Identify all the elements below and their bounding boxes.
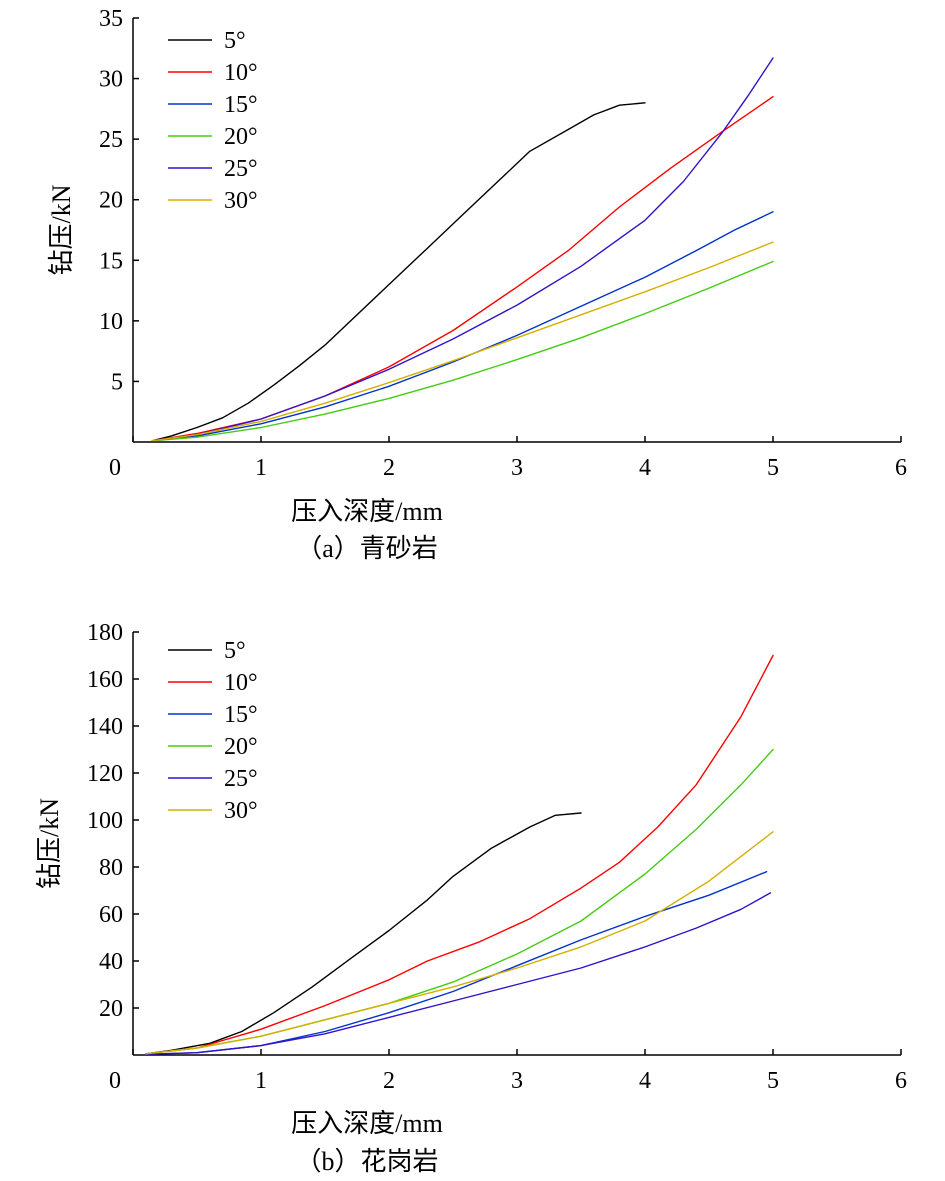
y-tick-label: 15 [99,248,123,274]
legend-label: 25° [224,156,258,182]
x-tick-label: 0 [109,455,121,481]
legend-label: 10° [224,670,258,696]
x-tick-label: 3 [511,455,523,481]
series-line-4 [151,57,774,442]
series-line-0 [145,812,582,1055]
x-tick-label: 1 [255,1068,267,1094]
y-axis-label: 钻压/kN [47,184,76,275]
x-tick-label: 3 [511,1068,523,1094]
legend-label: 5° [224,638,246,664]
legend-label: 20° [224,124,258,150]
x-tick-label: 6 [895,1068,907,1094]
y-axis-label: 钻压/kN [35,798,64,889]
x-tick-label: 2 [383,455,395,481]
chart-caption: （b）花岗岩 [295,1147,438,1176]
y-tick-label: 120 [87,761,123,787]
x-axis-label: 压入深度/mm [291,1109,443,1138]
y-tick-label: 40 [99,949,123,975]
y-tick-label: 100 [87,808,123,834]
legend-label: 15° [224,702,258,728]
chart-a-sandstone: 0 1 2 3 4 5 6 5 10 15 20 25 30 35 压入深度/mm 钻压/kN （a）青砂岩 5°… [47,6,907,563]
x-tick-label: 5 [767,1068,779,1094]
series-line-2 [145,871,768,1056]
series-line-3 [151,260,774,442]
legend-label: 30° [224,188,258,214]
legend-label: 10° [224,60,258,86]
series-line-0 [151,102,646,442]
chart-caption: （a）青砂岩 [296,534,438,563]
y-tick-label: 10 [99,309,123,335]
legend-label: 15° [224,92,258,118]
series-line-5 [151,241,774,442]
x-tick-label: 4 [639,1068,651,1094]
legend-label: 30° [224,798,258,824]
x-tick-label: 1 [255,455,267,481]
y-tick-label: 30 [99,67,123,93]
series-line-2 [151,211,774,442]
series-line-1 [145,654,774,1055]
series-line-5 [145,831,774,1055]
legend-label: 20° [224,734,258,760]
legend-label: 25° [224,766,258,792]
y-tick-label: 140 [87,714,123,740]
x-tick-label: 5 [767,455,779,481]
chart-b-granite: 0 1 2 3 4 5 6 20 40 60 80 100 120 140 160 180 压入深度/mm 钻压/… [35,620,907,1176]
y-tick-label: 60 [99,902,123,928]
y-tick-label: 20 [99,996,123,1022]
y-tick-label: 20 [99,188,123,214]
x-tick-label: 4 [639,455,651,481]
y-tick-label: 80 [99,855,123,881]
x-tick-label: 6 [895,455,907,481]
series-line-3 [145,748,774,1055]
y-tick-label: 160 [87,667,123,693]
y-tick-label: 35 [99,6,123,32]
series-line-4 [145,892,772,1056]
legend-label: 5° [224,28,246,54]
y-tick-label: 5 [111,369,123,395]
x-axis-label: 压入深度/mm [291,497,443,526]
y-tick-label: 180 [87,620,123,646]
x-tick-label: 0 [109,1068,121,1094]
y-tick-label: 25 [99,127,123,153]
x-tick-label: 2 [383,1068,395,1094]
